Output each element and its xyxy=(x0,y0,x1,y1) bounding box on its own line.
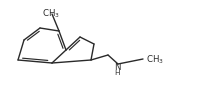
Text: CH$_3$: CH$_3$ xyxy=(42,7,60,20)
Text: CH$_3$: CH$_3$ xyxy=(146,54,164,66)
Text: H: H xyxy=(114,70,120,76)
Text: N: N xyxy=(114,63,120,72)
